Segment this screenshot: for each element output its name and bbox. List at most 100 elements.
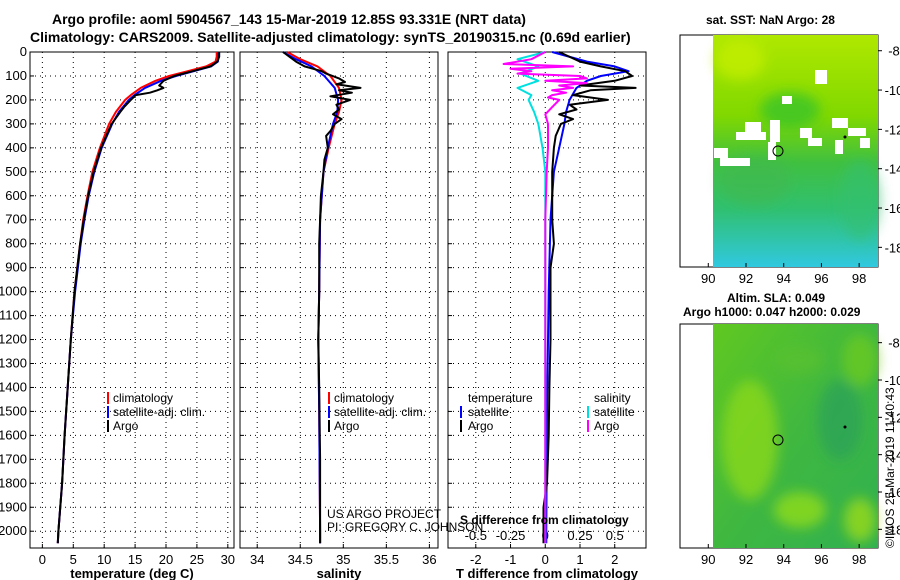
title-line2: Climatology: CARS2009. Satellite-adjuste…	[30, 29, 631, 45]
map-y-tick-label: -16	[885, 201, 900, 216]
x-tick-label: 10	[97, 552, 111, 567]
y-tick-label: 700	[5, 212, 27, 227]
salinity-legend: climatology satellite-adj. clim. Argo	[328, 391, 426, 433]
series-line-s-argo	[502, 51, 588, 544]
legend-label-argo: Argo	[113, 419, 139, 433]
x-axis-label: salinity	[317, 566, 363, 580]
y-tick-label: 1200	[0, 332, 27, 347]
map-y-tick-label: -14	[885, 162, 900, 177]
y-tick-label: 100	[5, 68, 27, 83]
series-line-argo	[56, 52, 221, 544]
map-x-tick-label: 98	[852, 552, 866, 567]
s-diff-axis-label: S difference from climatology	[460, 513, 629, 527]
map-x-tick-label: 96	[814, 271, 828, 286]
credit-pi: PI: GREGORY C. JOHNSON	[327, 520, 483, 534]
sst-argo-location	[772, 145, 784, 157]
sla-argo-location	[772, 434, 784, 446]
s-tick-label: -0.5	[465, 528, 487, 543]
difference-legend: temperature satellite Argo salinity sate…	[460, 391, 635, 433]
temperature-legend: climatology satellite-adj. clim. Argo	[107, 391, 205, 433]
sst-patches	[715, 40, 880, 240]
series-line-argo	[282, 51, 362, 544]
x-tick-label: 0	[542, 552, 549, 567]
y-tick-label: 500	[5, 164, 27, 179]
map-y-tick-label: -14	[885, 448, 900, 463]
map-y-tick-label: -18	[885, 522, 900, 537]
imos-credit: ©IMOS 25-Mar-2019 11:40:43	[883, 387, 897, 548]
x-tick-label: 34	[250, 552, 264, 567]
y-tick-label: 1700	[0, 451, 27, 466]
s-tick-label: 0.25	[567, 528, 592, 543]
legend-label-s-satellite: satellite	[594, 405, 635, 419]
sla-map-title: Altim. SLA: 0.049	[727, 291, 825, 305]
y-tick-label: 1400	[0, 379, 27, 394]
sst-nearby-point	[843, 135, 847, 139]
y-tick-label: 1100	[0, 308, 27, 323]
sst-map	[679, 34, 880, 268]
title-line1: Argo profile: aoml 5904567_143 15-Mar-20…	[52, 11, 526, 27]
y-tick-label: 1600	[0, 427, 27, 442]
x-axis-label: T difference from climatology	[456, 566, 639, 580]
temperature-panel: 0 5 10 15 20 25 300100200300400500600700800900…	[0, 44, 235, 580]
map-x-tick-label: 90	[701, 271, 715, 286]
map-x-tick-label: 92	[739, 271, 753, 286]
map-y-tick-label: -10	[885, 373, 900, 388]
sst-cloud-mask	[714, 70, 870, 166]
map-x-tick-label: 94	[776, 271, 790, 286]
x-tick-label: 25	[190, 552, 204, 567]
y-tick-label: 600	[5, 188, 27, 203]
series-line-t-argo	[542, 51, 637, 544]
legend-title-temperature: temperature	[468, 391, 533, 405]
plot-frame	[239, 51, 439, 549]
sla-map	[679, 323, 879, 549]
x-axis-label: temperature (deg C)	[70, 566, 194, 580]
x-tick-label: 20	[159, 552, 173, 567]
x-tick-label: 15	[128, 552, 142, 567]
x-tick-label: -1	[505, 552, 517, 567]
map-y-tick-label: -8	[888, 44, 900, 59]
x-tick-label: 1	[576, 552, 583, 567]
x-tick-label: 2	[611, 552, 618, 567]
y-tick-label: 800	[5, 236, 27, 251]
plot-frame	[29, 51, 235, 549]
legend-title-salinity: salinity	[594, 391, 631, 405]
y-tick-label: 1500	[0, 403, 27, 418]
sla-map-subtitle: Argo h1000: 0.047 h2000: 0.029	[683, 305, 861, 319]
map-y-tick-label: -8	[888, 336, 900, 351]
map-x-tick-label: 90	[701, 552, 715, 567]
sst-map-title: sat. SST: NaN Argo: 28	[706, 13, 835, 27]
y-tick-label: 300	[5, 116, 27, 131]
map-y-tick-label: -12	[885, 122, 900, 137]
sst-map-axes: 90 92 94 96 98 -8 -10 -12 -14 -16 -18	[701, 44, 900, 286]
y-tick-label: 1000	[0, 284, 27, 299]
map-x-tick-label: 94	[776, 552, 790, 567]
sla-patches	[722, 334, 878, 542]
credit-project: US ARGO PROJECT	[327, 507, 442, 521]
legend-label-climatology: climatology	[113, 391, 173, 405]
salinity-panel: 34 34.5 35 35.5 36 salinity	[239, 51, 439, 580]
legend-label-t-satellite: satellite	[468, 405, 509, 419]
map-y-tick-label: -10	[885, 83, 900, 98]
map-y-tick-label: -16	[885, 485, 900, 500]
s-tick-label: 0.5	[606, 528, 624, 543]
legend-label-climatology: climatology	[334, 391, 394, 405]
map-x-tick-label: 92	[739, 552, 753, 567]
map-x-tick-label: 96	[814, 552, 828, 567]
x-tick-label: 5	[70, 552, 77, 567]
legend-label-satellite: satellite-adj. clim.	[334, 405, 426, 419]
y-tick-label: 400	[5, 140, 27, 155]
y-tick-label: 200	[5, 92, 27, 107]
x-tick-label: 36	[422, 552, 436, 567]
map-y-tick-label: -18	[885, 240, 900, 255]
legend-label-s-argo: Argo	[594, 419, 620, 433]
map-x-tick-label: 98	[852, 271, 866, 286]
y-tick-label: 1300	[0, 355, 27, 370]
x-tick-label: 34.5	[288, 552, 313, 567]
y-tick-label: 2000	[0, 523, 27, 538]
difference-panel: -2 -1 0 1 2-0.5 -0.25 0 0.25 0.5T difference fro…	[447, 51, 647, 580]
x-tick-label: 35	[336, 552, 350, 567]
x-tick-label: -2	[470, 552, 482, 567]
s-tick-label: -0.25	[496, 528, 526, 543]
y-tick-label: 900	[5, 260, 27, 275]
